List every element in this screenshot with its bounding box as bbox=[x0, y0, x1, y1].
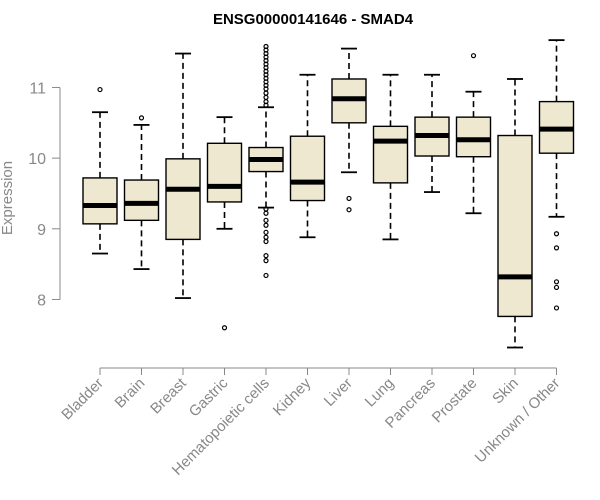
y-tick-label: 11 bbox=[29, 80, 46, 97]
outlier-point bbox=[346, 195, 352, 202]
x-tick-label: Breast bbox=[147, 374, 190, 417]
outlier-point bbox=[553, 279, 560, 285]
outlier-point bbox=[263, 222, 269, 228]
y-tick-label: 8 bbox=[37, 292, 46, 309]
iqr-box bbox=[289, 135, 326, 202]
iqr-box bbox=[455, 116, 492, 158]
outlier-point bbox=[263, 217, 269, 223]
outlier-point bbox=[263, 206, 269, 212]
outlier-point bbox=[263, 90, 269, 96]
outlier-point bbox=[553, 245, 560, 251]
outlier-point bbox=[138, 115, 145, 121]
chart-title: ENSG00000141646 - SMAD4 bbox=[213, 11, 414, 28]
outlier-point bbox=[263, 258, 269, 264]
iqr-box bbox=[372, 125, 409, 184]
outlier-point bbox=[553, 284, 560, 291]
outlier-point bbox=[263, 210, 269, 216]
box-bladder bbox=[82, 86, 118, 255]
box-gastric bbox=[206, 116, 243, 331]
iqr-box bbox=[165, 158, 201, 241]
outlier-point bbox=[263, 234, 269, 240]
iqr-box bbox=[123, 179, 160, 222]
box-hematopoietic-cells bbox=[248, 43, 284, 279]
outlier-point bbox=[263, 253, 269, 259]
x-tick-label: Prostate bbox=[429, 375, 481, 427]
x-tick-label: Liver bbox=[321, 375, 356, 410]
outlier-point bbox=[553, 231, 560, 237]
y-axis: 8 9 10 11 bbox=[28, 80, 61, 309]
outlier-point bbox=[263, 238, 269, 245]
outlier-point bbox=[263, 272, 269, 279]
outlier-point bbox=[221, 325, 228, 331]
x-tick-label: Lung bbox=[362, 375, 398, 411]
iqr-box bbox=[82, 177, 118, 225]
y-axis-label: Expression bbox=[0, 161, 16, 235]
boxes bbox=[82, 39, 575, 349]
outlier-point bbox=[263, 229, 269, 235]
box-skin bbox=[497, 78, 533, 349]
box-lung bbox=[372, 73, 409, 241]
outlier-point bbox=[97, 86, 103, 93]
outlier-point bbox=[470, 53, 477, 59]
x-tick-label: Skin bbox=[489, 375, 522, 408]
x-tick-label: Kidney bbox=[270, 374, 315, 419]
box-prostate bbox=[455, 53, 492, 215]
box-breast bbox=[165, 52, 201, 299]
box-liver bbox=[331, 47, 367, 213]
iqr-box bbox=[206, 142, 243, 203]
outlier-point bbox=[263, 94, 269, 100]
x-tick-label: Brain bbox=[112, 375, 149, 412]
outlier-point bbox=[263, 98, 269, 105]
outlier-point bbox=[346, 207, 352, 213]
outlier-point bbox=[263, 43, 269, 50]
box-pancreas bbox=[414, 73, 450, 193]
box-kidney bbox=[289, 73, 326, 239]
box-unknown-other bbox=[538, 39, 575, 311]
box-brain bbox=[123, 115, 160, 270]
outlier-point bbox=[553, 305, 560, 311]
iqr-box bbox=[497, 134, 533, 318]
x-tick-label: Bladder bbox=[58, 375, 107, 424]
y-tick-label: 9 bbox=[37, 222, 46, 239]
y-tick-label: 10 bbox=[28, 151, 46, 168]
